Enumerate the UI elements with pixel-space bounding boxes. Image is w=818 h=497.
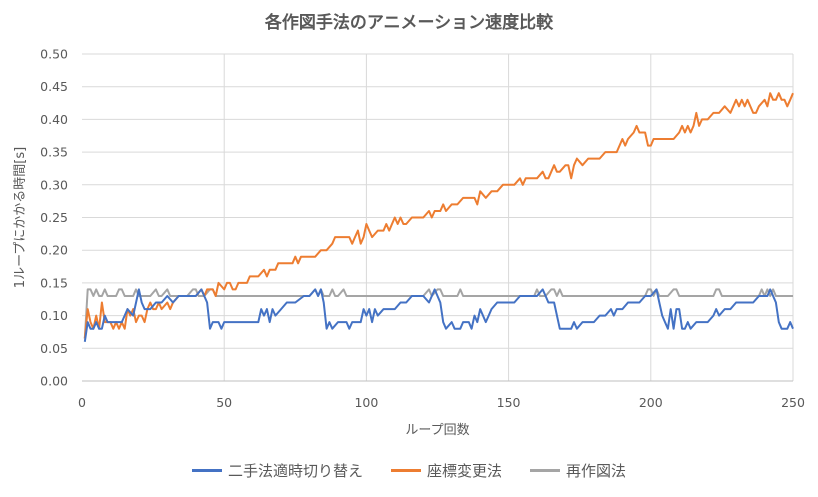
x-tick-labels: 0 50 100 150 200 250 [78, 395, 805, 410]
y-tick-label: 0.25 [40, 210, 68, 225]
x-tick-label: 50 [216, 395, 232, 410]
gridlines [82, 53, 794, 382]
x-tick-label: 200 [639, 395, 663, 410]
x-tick-label: 250 [781, 395, 805, 410]
y-tick-label: 0.50 [40, 47, 68, 62]
legend-item-switching: 二手法適時切り替え [191, 460, 363, 481]
y-axis-title: 1ループにかかる時間[s] [13, 147, 28, 288]
legend-label-coordinate: 座標変更法 [426, 462, 502, 480]
x-axis-title: ループ回数 [405, 423, 469, 438]
legend-label-redraw: 再作図法 [566, 462, 627, 480]
y-tick-label: 0.15 [40, 275, 68, 290]
y-tick-label: 0.45 [40, 79, 68, 94]
y-tick-label: 0.35 [40, 145, 68, 160]
legend: 二手法適時切り替え 座標変更法 再作図法 [0, 460, 818, 481]
legend-item-coordinate: 座標変更法 [390, 460, 502, 481]
legend-item-redraw: 再作図法 [530, 460, 626, 481]
chart-title: 各作図手法のアニメーション速度比較 [264, 13, 554, 33]
series-lines [83, 92, 794, 342]
series-line-switching [83, 288, 794, 342]
y-tick-label: 0.10 [40, 308, 68, 323]
x-tick-label: 0 [78, 395, 86, 410]
y-tick-label: 0.20 [40, 243, 68, 258]
chart-plot: 0.00 0.05 0.10 0.15 0.20 0.25 0.30 0.35 0.40 0.45… [13, 47, 805, 439]
y-tick-label: 0.40 [40, 112, 68, 127]
legend-label-switching: 二手法適時切り替え [227, 462, 363, 480]
y-tick-labels: 0.00 0.05 0.10 0.15 0.20 0.25 0.30 0.35 0.40 0.45… [40, 47, 68, 389]
legend-swatch-switching [191, 469, 222, 472]
x-tick-label: 150 [497, 395, 521, 410]
y-tick-label: 0.00 [40, 374, 68, 389]
legend-swatch-redraw [530, 469, 560, 472]
series-line-redraw [83, 288, 793, 339]
x-tick-label: 100 [354, 395, 378, 410]
y-tick-label: 0.30 [40, 177, 68, 192]
y-tick-label: 0.05 [40, 341, 68, 356]
legend-swatch-coordinate [390, 469, 421, 472]
